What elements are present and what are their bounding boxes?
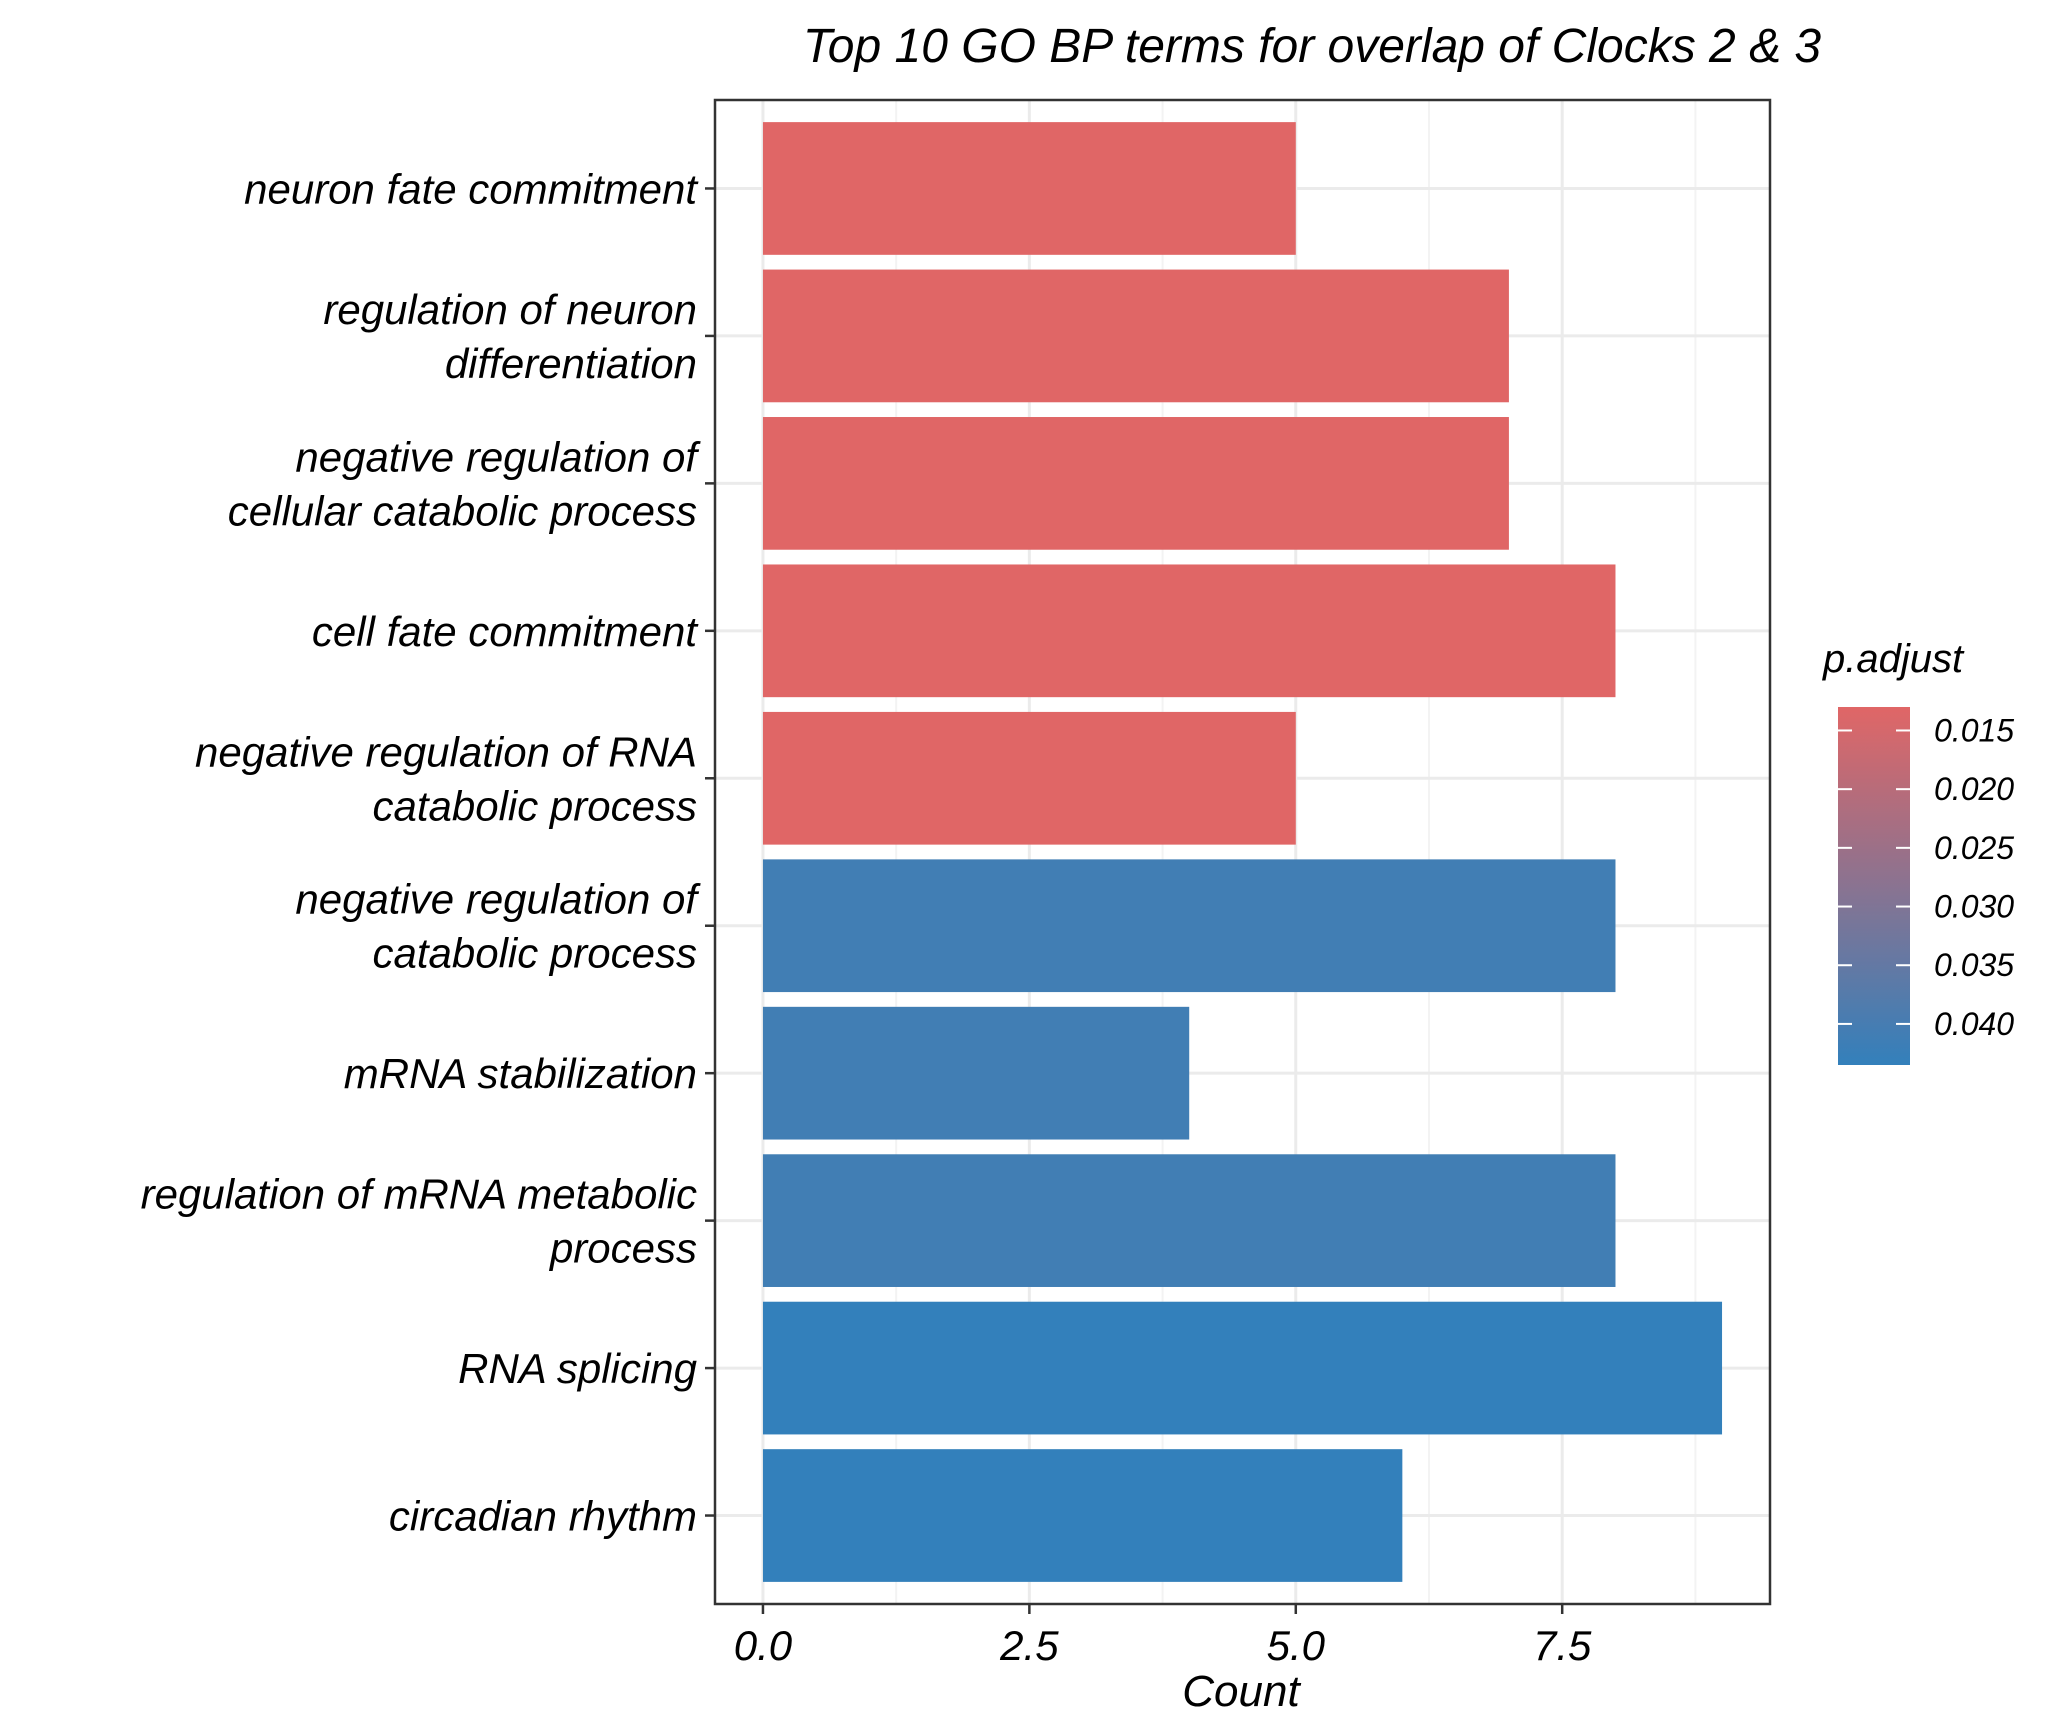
legend-tick-label: 0.020	[1934, 771, 2014, 807]
category-label: RNA splicing	[458, 1345, 697, 1392]
category-label: negative regulation of RNA catabolic proc…	[195, 728, 697, 829]
legend-tick-label: 0.015	[1934, 712, 2014, 748]
x-tick-label: 7.5	[1533, 1622, 1592, 1669]
x-tick-label: 0.0	[734, 1622, 793, 1669]
bar	[762, 564, 1616, 698]
legend-title: p.adjust	[1822, 637, 1965, 681]
bar	[762, 711, 1296, 845]
bar	[762, 1154, 1616, 1287]
category-label: negative regulation of cellular catabolic…	[228, 433, 702, 534]
category-label: cell fate commitment	[312, 608, 699, 655]
category-label: regulation of mRNA metabolic process	[141, 1171, 697, 1272]
legend: p.adjust 0.015 0.020 0.025 0.030 0.035 0.040	[1822, 637, 2014, 1065]
legend-tick-label: 0.040	[1934, 1006, 2014, 1042]
category-label: mRNA stabilization	[344, 1050, 697, 1097]
chart-title: Top 10 GO BP terms for overlap of Clocks…	[803, 20, 1822, 73]
bar	[762, 269, 1509, 403]
bar	[762, 1449, 1403, 1582]
legend-tick-label: 0.030	[1934, 889, 2014, 925]
category-label: neuron fate commitment	[244, 165, 699, 212]
legend-tick-label: 0.025	[1934, 830, 2014, 866]
category-label: circadian rhythm	[389, 1493, 697, 1540]
legend-colorbar	[1838, 707, 1910, 1065]
bar	[762, 859, 1616, 993]
category-label: negative regulation of catabolic process	[295, 876, 701, 977]
bar	[762, 1301, 1723, 1435]
x-tick-label: 2.5	[999, 1622, 1059, 1669]
bar	[762, 417, 1509, 550]
legend-tick-label: 0.035	[1934, 947, 2014, 983]
category-label: regulation of neuron differentiation	[323, 286, 697, 387]
bar	[762, 122, 1296, 255]
x-tick-label: 5.0	[1267, 1622, 1326, 1669]
x-axis-title: Count	[1182, 1667, 1301, 1716]
bar	[762, 1006, 1190, 1140]
plot-area: neuron fate commitment regulation of neur…	[141, 98, 1772, 1669]
plot-border	[713, 98, 1772, 1606]
